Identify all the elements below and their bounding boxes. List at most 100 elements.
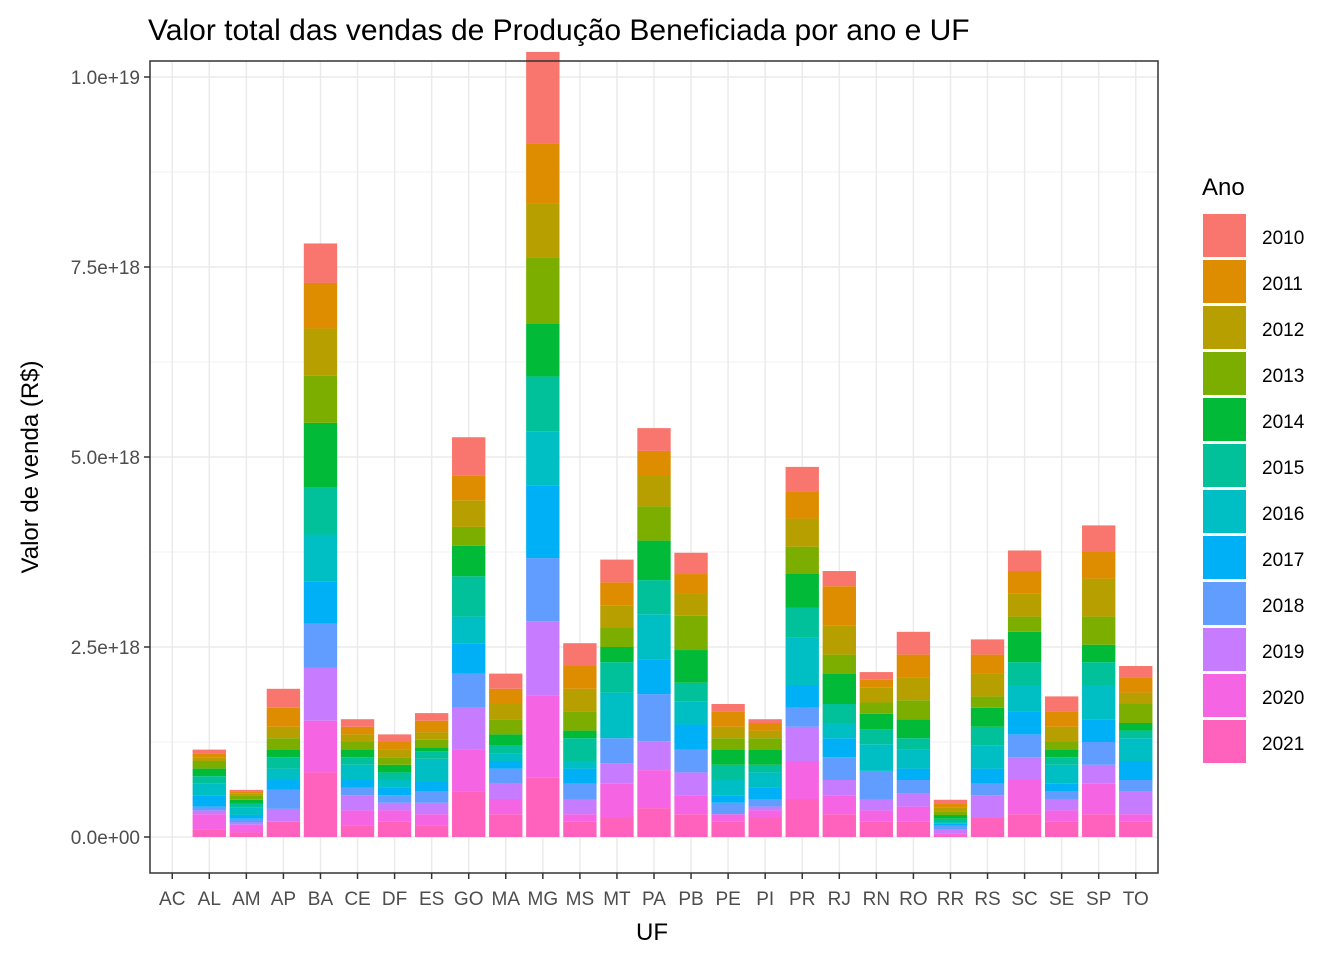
- bar-segment-GO-2014: [452, 545, 486, 577]
- bar-segment-PE-2012: [711, 726, 745, 739]
- bar-segment-PR-2015: [785, 607, 819, 638]
- bar-segment-PA-2017: [637, 659, 671, 695]
- bar-segment-AM-2016: [229, 807, 264, 815]
- bar-segment-RR-2010: [933, 799, 968, 804]
- bar-segment-AL-2010: [192, 749, 226, 754]
- legend-key-2021: [1203, 720, 1246, 763]
- bar-segment-RS-2013: [970, 696, 1005, 708]
- x-tick-label: RJ: [828, 889, 851, 910]
- bar-segment-AL-2013: [192, 761, 226, 769]
- bar-segment-ES-2021: [414, 825, 449, 837]
- bar-segment-RR-2020: [933, 833, 968, 836]
- y-tick-label: 7.5e+18: [71, 258, 140, 279]
- bar-segment-MG-2014: [526, 323, 560, 377]
- x-axis: AC AL AM AP BA CE DF ES GO MA MG MS MT PA PB PE PI PR RJ RN…: [159, 873, 1149, 910]
- legend-label: 2011: [1262, 274, 1303, 295]
- bar-segment-AM-2019: [229, 822, 264, 825]
- legend-label: 2021: [1262, 734, 1304, 755]
- bar-segment-RJ-2017: [822, 738, 856, 758]
- bar-segment-RJ-2014: [822, 673, 856, 704]
- bar-segment-DF-2020: [377, 810, 412, 822]
- bar-segment-RO-2017: [896, 768, 931, 780]
- bar-segment-RS-2018: [970, 783, 1005, 796]
- bar-segment-RO-2016: [896, 749, 931, 769]
- bar-segment-RR-2015: [933, 818, 968, 823]
- bar-segment-DF-2013: [377, 757, 412, 765]
- bar-segment-MS-2020: [563, 814, 597, 822]
- bar-segment-RN-2016: [859, 744, 894, 771]
- bar-segment-RR-2021: [933, 835, 968, 837]
- bar-segment-ES-2017: [414, 781, 449, 792]
- x-tick-label: PR: [789, 889, 815, 910]
- y-axis-title: Valor de venda (R$): [17, 361, 44, 574]
- x-tick-label: MS: [566, 889, 595, 910]
- bar-segment-MT-2013: [600, 628, 634, 647]
- bar-segment-PR-2010: [785, 466, 819, 492]
- bar-segment-AP-2017: [266, 780, 301, 790]
- bar-segment-BA-2016: [303, 534, 338, 582]
- bar-segment-SC-2011: [1007, 571, 1042, 594]
- y-axis: 0.0e+00 2.5e+18 5.0e+18 7.5e+18 1.0e+19: [71, 68, 150, 849]
- bar-segment-SP-2011: [1082, 552, 1116, 579]
- bar-segment-RJ-2021: [822, 814, 856, 837]
- bar-segment-SC-2015: [1007, 662, 1042, 685]
- bar-segment-TO-2014: [1119, 723, 1153, 731]
- bar-segment-TO-2011: [1119, 677, 1153, 693]
- bar-segment-AM-2017: [229, 814, 264, 819]
- bar-segment-SP-2019: [1082, 764, 1116, 784]
- bar-segment-PA-2020: [637, 770, 671, 809]
- bar-segment-SP-2016: [1082, 685, 1116, 720]
- bar-segment-SE-2010: [1044, 696, 1079, 712]
- bar-segment-AP-2019: [266, 808, 301, 822]
- bar-segment-TO-2012: [1119, 692, 1153, 704]
- bar-segment-PB-2013: [674, 615, 708, 651]
- bar-segment-RO-2018: [896, 780, 931, 794]
- bar-segment-GO-2017: [452, 643, 486, 674]
- x-tick-label: RO: [899, 889, 928, 910]
- bar-segment-SP-2014: [1082, 644, 1116, 663]
- bar-segment-TO-2018: [1119, 780, 1153, 792]
- bar-segment-AL-2017: [192, 795, 226, 807]
- bar-segment-MS-2019: [563, 799, 597, 815]
- bar-segment-DF-2021: [377, 821, 412, 837]
- bar-segment-PR-2013: [785, 546, 819, 574]
- bar-segment-ES-2010: [414, 713, 449, 721]
- bar-segment-PA-2013: [637, 506, 671, 541]
- bar-segment-PR-2012: [785, 518, 819, 547]
- bar-segment-TO-2017: [1119, 761, 1153, 780]
- bar-segment-BA-2018: [303, 623, 338, 668]
- bar-segment-PA-2010: [637, 428, 671, 451]
- bar-segment-MA-2011: [489, 688, 523, 704]
- bar-segment-MG-2015: [526, 376, 560, 432]
- bar-segment-PB-2012: [674, 593, 708, 616]
- bar-segment-CE-2019: [340, 795, 375, 811]
- bar-segment-PR-2011: [785, 491, 819, 519]
- bar-segment-PB-2021: [674, 814, 708, 837]
- bar-segment-RR-2018: [933, 825, 968, 830]
- bar-segment-AL-2012: [192, 757, 226, 761]
- bar-segment-RO-2021: [896, 821, 931, 837]
- x-tick-label: CE: [344, 889, 370, 910]
- bar-segment-MS-2021: [563, 821, 597, 837]
- bar-segment-RS-2019: [970, 795, 1005, 818]
- bar-segment-MG-2012: [526, 203, 560, 258]
- bar-segment-ES-2016: [414, 758, 449, 782]
- bar-segment-RN-2013: [859, 702, 894, 714]
- bar-segment-MS-2011: [563, 666, 597, 689]
- bar-segment-RR-2012: [933, 807, 968, 812]
- bar-segment-CE-2017: [340, 780, 375, 788]
- legend-label: 2019: [1262, 642, 1304, 663]
- bar-segment-CE-2018: [340, 787, 375, 796]
- bar-segment-MT-2014: [600, 647, 634, 663]
- bar-segment-RN-2012: [859, 687, 894, 703]
- bar-segment-PA-2018: [637, 694, 671, 742]
- bar-segment-PI-2010: [748, 719, 782, 723]
- bar-segment-RN-2018: [859, 770, 894, 799]
- bar-segment-SE-2021: [1044, 821, 1079, 837]
- bar-segment-PE-2011: [711, 711, 745, 727]
- x-tick-label: AC: [159, 889, 185, 910]
- x-tick-label: RN: [863, 889, 890, 910]
- bar-segment-CE-2013: [340, 742, 375, 750]
- bar-segment-ES-2019: [414, 802, 449, 815]
- bar-segment-SE-2013: [1044, 742, 1079, 750]
